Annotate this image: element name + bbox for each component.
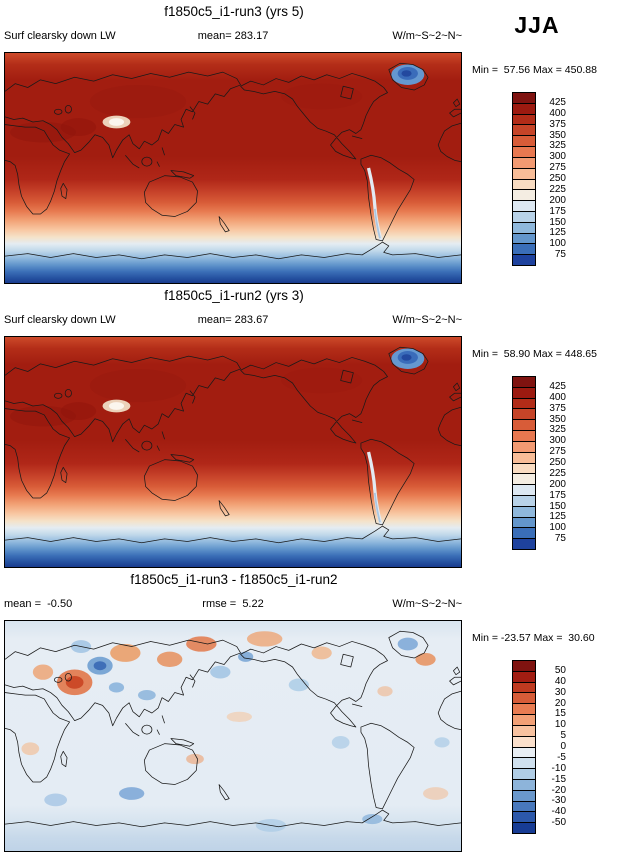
colorbar-cells [512, 376, 536, 550]
mean-label: mean= 283.17 [197, 30, 269, 42]
colorbar-cells [512, 660, 536, 834]
colorbar-labels: 425 400 375 350 325 300 275 250 225 200 175 150 125 1… [549, 380, 566, 545]
colorbar-absolute-2: 425 400 375 350 325 300 275 250 225 200 175 150 125 1… [512, 376, 570, 550]
units-label: W/m~S~2~N~ [392, 30, 463, 42]
units-label: W/m~S~2~N~ [392, 314, 463, 326]
map-run2 [4, 336, 462, 568]
variable-label: Surf clearsky down LW [4, 314, 116, 326]
units-label: W/m~S~2~N~ [392, 598, 463, 610]
mean-label: mean = -0.50 [4, 598, 73, 610]
colorbar-cells [512, 92, 536, 266]
panel-title: f1850c5_i1-run3 - f1850c5_i1-run2 [130, 572, 338, 587]
colorbar-labels: 50 40 30 20 15 10 5 0 -5 -10 -15 -20 -30 -40 -50 [551, 664, 566, 829]
mean-label: mean= 283.67 [197, 314, 269, 326]
colorbar-difference: 50 40 30 20 15 10 5 0 -5 -10 -15 -20 -30 -40 -50 [512, 660, 570, 834]
map-run3 [4, 52, 462, 284]
minmax-label: Min = 58.90 Max = 448.65 [472, 348, 597, 360]
map-difference [4, 620, 462, 852]
panel-difference: f1850c5_i1-run3 - f1850c5_i1-run2 mean =… [0, 572, 617, 856]
variable-label: Surf clearsky down LW [4, 30, 116, 42]
season-label: JJA [514, 12, 560, 38]
panel-run2: f1850c5_i1-run2 (yrs 3) Surf clearsky do… [0, 288, 617, 572]
panel-stats-row: Surf clearsky down LW mean= 283.17 W/m~S… [4, 30, 462, 42]
panel-stats-row: mean = -0.50 rmse = 5.22 W/m~S~2~N~ [4, 598, 462, 610]
panel-title: f1850c5_i1-run2 (yrs 3) [164, 288, 304, 303]
colorbar-absolute-1: 425 400 375 350 325 300 275 250 225 200 175 150 125 1… [512, 92, 570, 266]
minmax-label: Min = 57.56 Max = 450.88 [472, 64, 597, 76]
panel-title: f1850c5_i1-run3 (yrs 5) [164, 4, 304, 19]
panel-stats-row: Surf clearsky down LW mean= 283.67 W/m~S… [4, 314, 462, 326]
minmax-label: Min = -23.57 Max = 30.60 [472, 632, 595, 644]
colorbar-labels: 425 400 375 350 325 300 275 250 225 200 175 150 125 1… [549, 96, 566, 261]
rmse-label: rmse = 5.22 [202, 598, 264, 610]
panel-run3: f1850c5_i1-run3 (yrs 5) Surf clearsky do… [0, 4, 617, 288]
